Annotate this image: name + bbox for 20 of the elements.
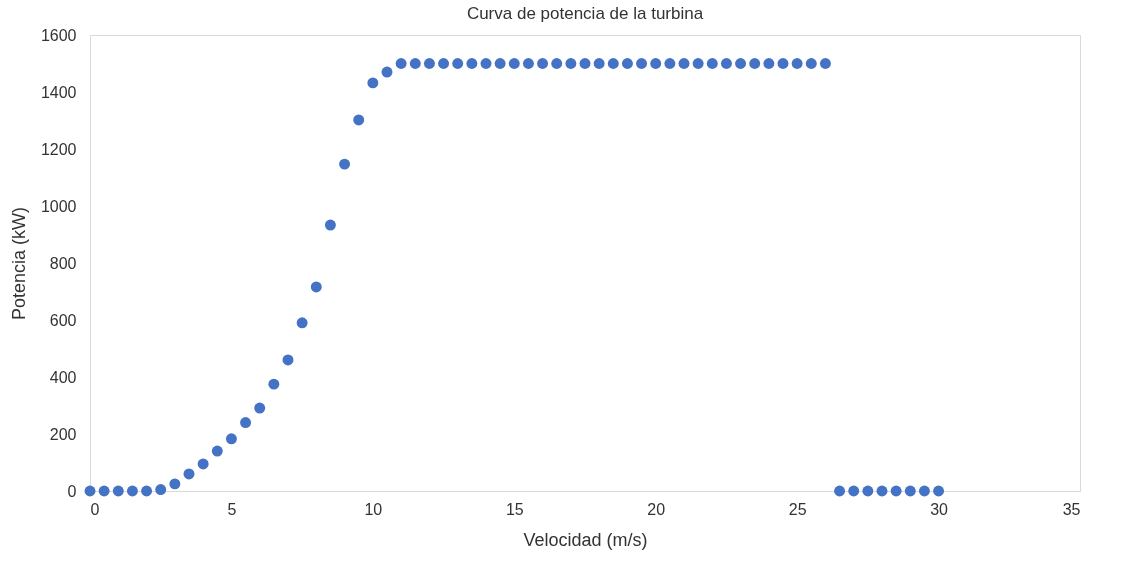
x-axis-title: Velocidad (m/s) [523, 529, 648, 550]
y-tick-label: 800 [49, 254, 77, 272]
y-tick-label: 1600 [40, 26, 77, 44]
x-tick-label: 25 [788, 500, 807, 518]
y-axis-title: Potencia (kW) [8, 206, 29, 321]
y-tick-label: 200 [49, 425, 77, 443]
x-tick-label: 0 [90, 500, 100, 518]
x-tick-label: 10 [364, 500, 383, 518]
x-tick-label: 35 [1062, 500, 1081, 518]
chart-title: Curva de potencia de la turbina [466, 4, 704, 23]
y-tick-label: 0 [67, 482, 77, 500]
y-tick-label: 600 [49, 311, 77, 329]
x-tick-label: 30 [930, 500, 949, 518]
x-tick-label: 5 [227, 500, 237, 518]
y-tick-label: 400 [49, 368, 77, 386]
y-tick-label: 1000 [40, 197, 77, 215]
x-tick-label: 15 [505, 500, 524, 518]
y-tick-label: 1400 [40, 83, 77, 101]
x-tick-label: 20 [647, 500, 666, 518]
y-tick-label: 1200 [40, 140, 77, 158]
